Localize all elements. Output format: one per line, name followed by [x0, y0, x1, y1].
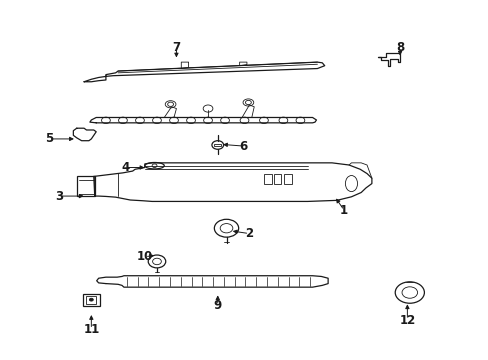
Text: 1: 1	[340, 204, 347, 217]
Bar	[264, 174, 271, 184]
Text: 12: 12	[398, 314, 415, 327]
Circle shape	[89, 298, 93, 301]
Text: 6: 6	[239, 140, 247, 153]
Text: 10: 10	[137, 250, 153, 263]
Text: 3: 3	[55, 190, 62, 203]
Text: 8: 8	[395, 41, 404, 54]
Text: 9: 9	[213, 299, 222, 312]
Text: 4: 4	[121, 161, 129, 174]
Bar	[77, 176, 95, 196]
Text: 5: 5	[45, 132, 53, 145]
Bar	[86, 296, 96, 303]
Bar	[83, 294, 100, 306]
Bar	[273, 174, 281, 184]
Bar	[214, 144, 221, 147]
Bar	[284, 174, 291, 184]
Text: 11: 11	[83, 323, 99, 336]
Text: 2: 2	[245, 227, 253, 240]
Text: 7: 7	[172, 41, 180, 54]
